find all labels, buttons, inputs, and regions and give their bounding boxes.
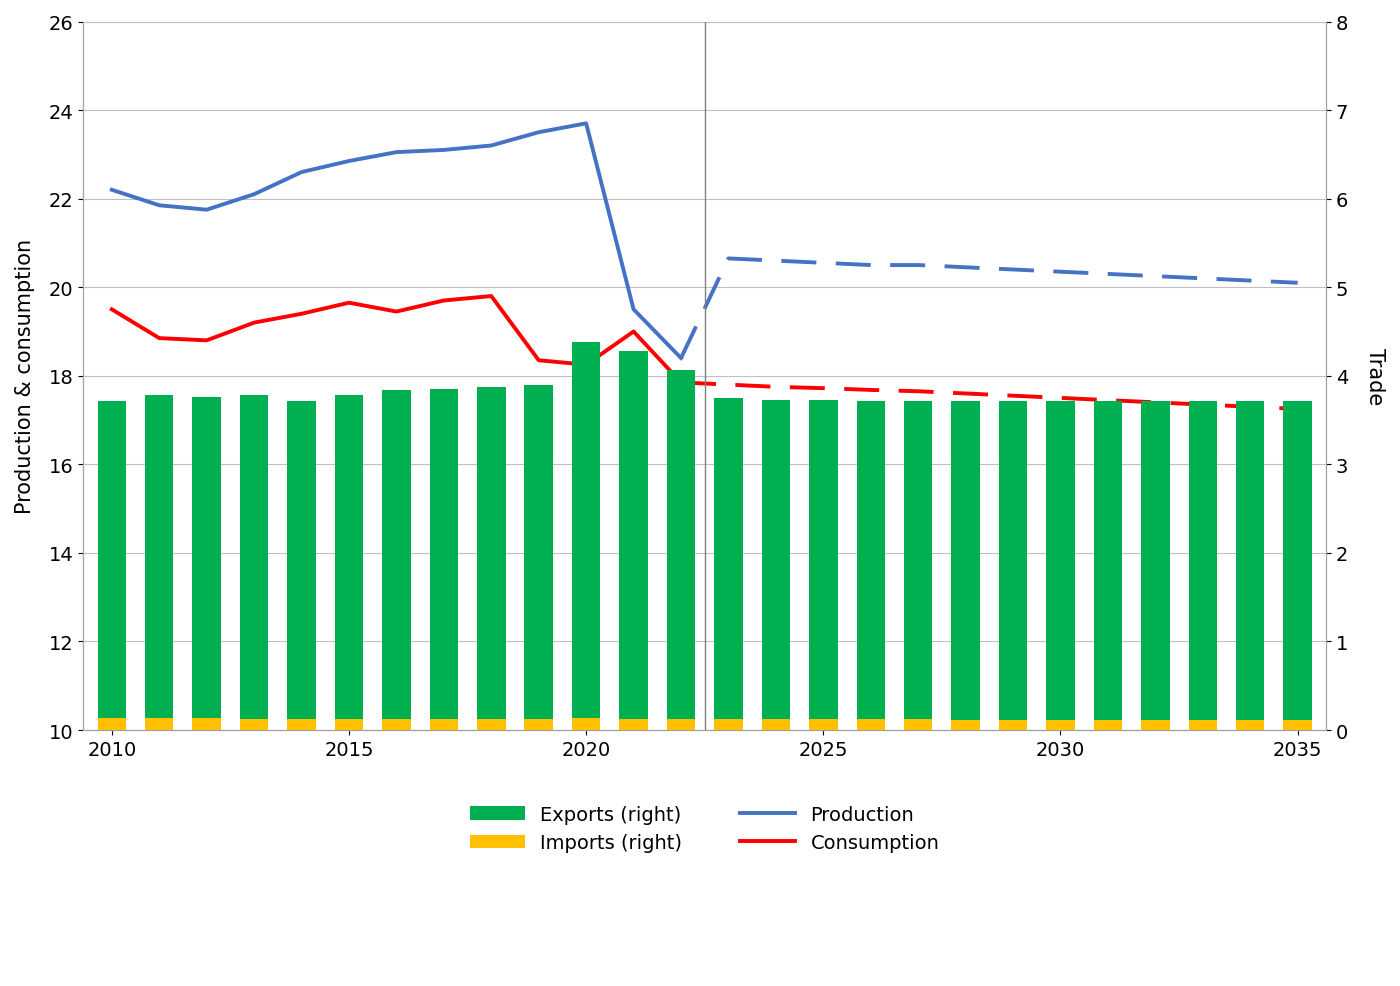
Bar	[809, 720, 837, 731]
Bar	[477, 387, 505, 731]
Bar	[619, 719, 648, 731]
Bar	[382, 719, 410, 731]
Bar	[192, 397, 221, 731]
Legend: Exports (right), Imports (right), Production, Consumption: Exports (right), Imports (right), Produc…	[461, 795, 949, 862]
Bar	[146, 395, 174, 731]
Bar	[239, 395, 269, 731]
Bar	[239, 719, 269, 731]
Bar	[98, 401, 126, 731]
Bar	[525, 719, 553, 731]
Bar	[998, 721, 1028, 731]
Bar	[335, 395, 363, 731]
Bar	[952, 721, 980, 731]
Bar	[382, 390, 410, 731]
Bar	[1284, 401, 1312, 731]
Bar	[762, 400, 790, 731]
Bar	[477, 719, 505, 731]
Y-axis label: Production & consumption: Production & consumption	[15, 239, 35, 514]
Bar	[1189, 721, 1217, 731]
Bar	[666, 371, 696, 731]
Bar	[98, 718, 126, 731]
Bar	[430, 719, 458, 731]
Bar	[525, 386, 553, 731]
Bar	[666, 719, 696, 731]
Bar	[1046, 401, 1075, 731]
Bar	[1093, 721, 1123, 731]
Bar	[192, 718, 221, 731]
Bar	[573, 718, 601, 731]
Bar	[1284, 721, 1312, 731]
Bar	[952, 401, 980, 731]
Bar	[146, 718, 174, 731]
Bar	[1141, 721, 1169, 731]
Bar	[762, 720, 790, 731]
Bar	[1189, 401, 1217, 731]
Bar	[573, 343, 601, 731]
Bar	[1046, 721, 1075, 731]
Bar	[619, 352, 648, 731]
Bar	[430, 389, 458, 731]
Bar	[904, 401, 932, 731]
Bar	[1093, 401, 1123, 731]
Bar	[1141, 401, 1169, 731]
Bar	[809, 400, 837, 731]
Bar	[335, 719, 363, 731]
Bar	[998, 401, 1028, 731]
Bar	[857, 401, 885, 731]
Bar	[714, 720, 742, 731]
Bar	[714, 398, 742, 731]
Bar	[1236, 401, 1264, 731]
Bar	[857, 720, 885, 731]
Bar	[287, 401, 316, 731]
Bar	[1236, 721, 1264, 731]
Bar	[287, 719, 316, 731]
Bar	[904, 720, 932, 731]
Y-axis label: Trade: Trade	[1365, 348, 1385, 405]
